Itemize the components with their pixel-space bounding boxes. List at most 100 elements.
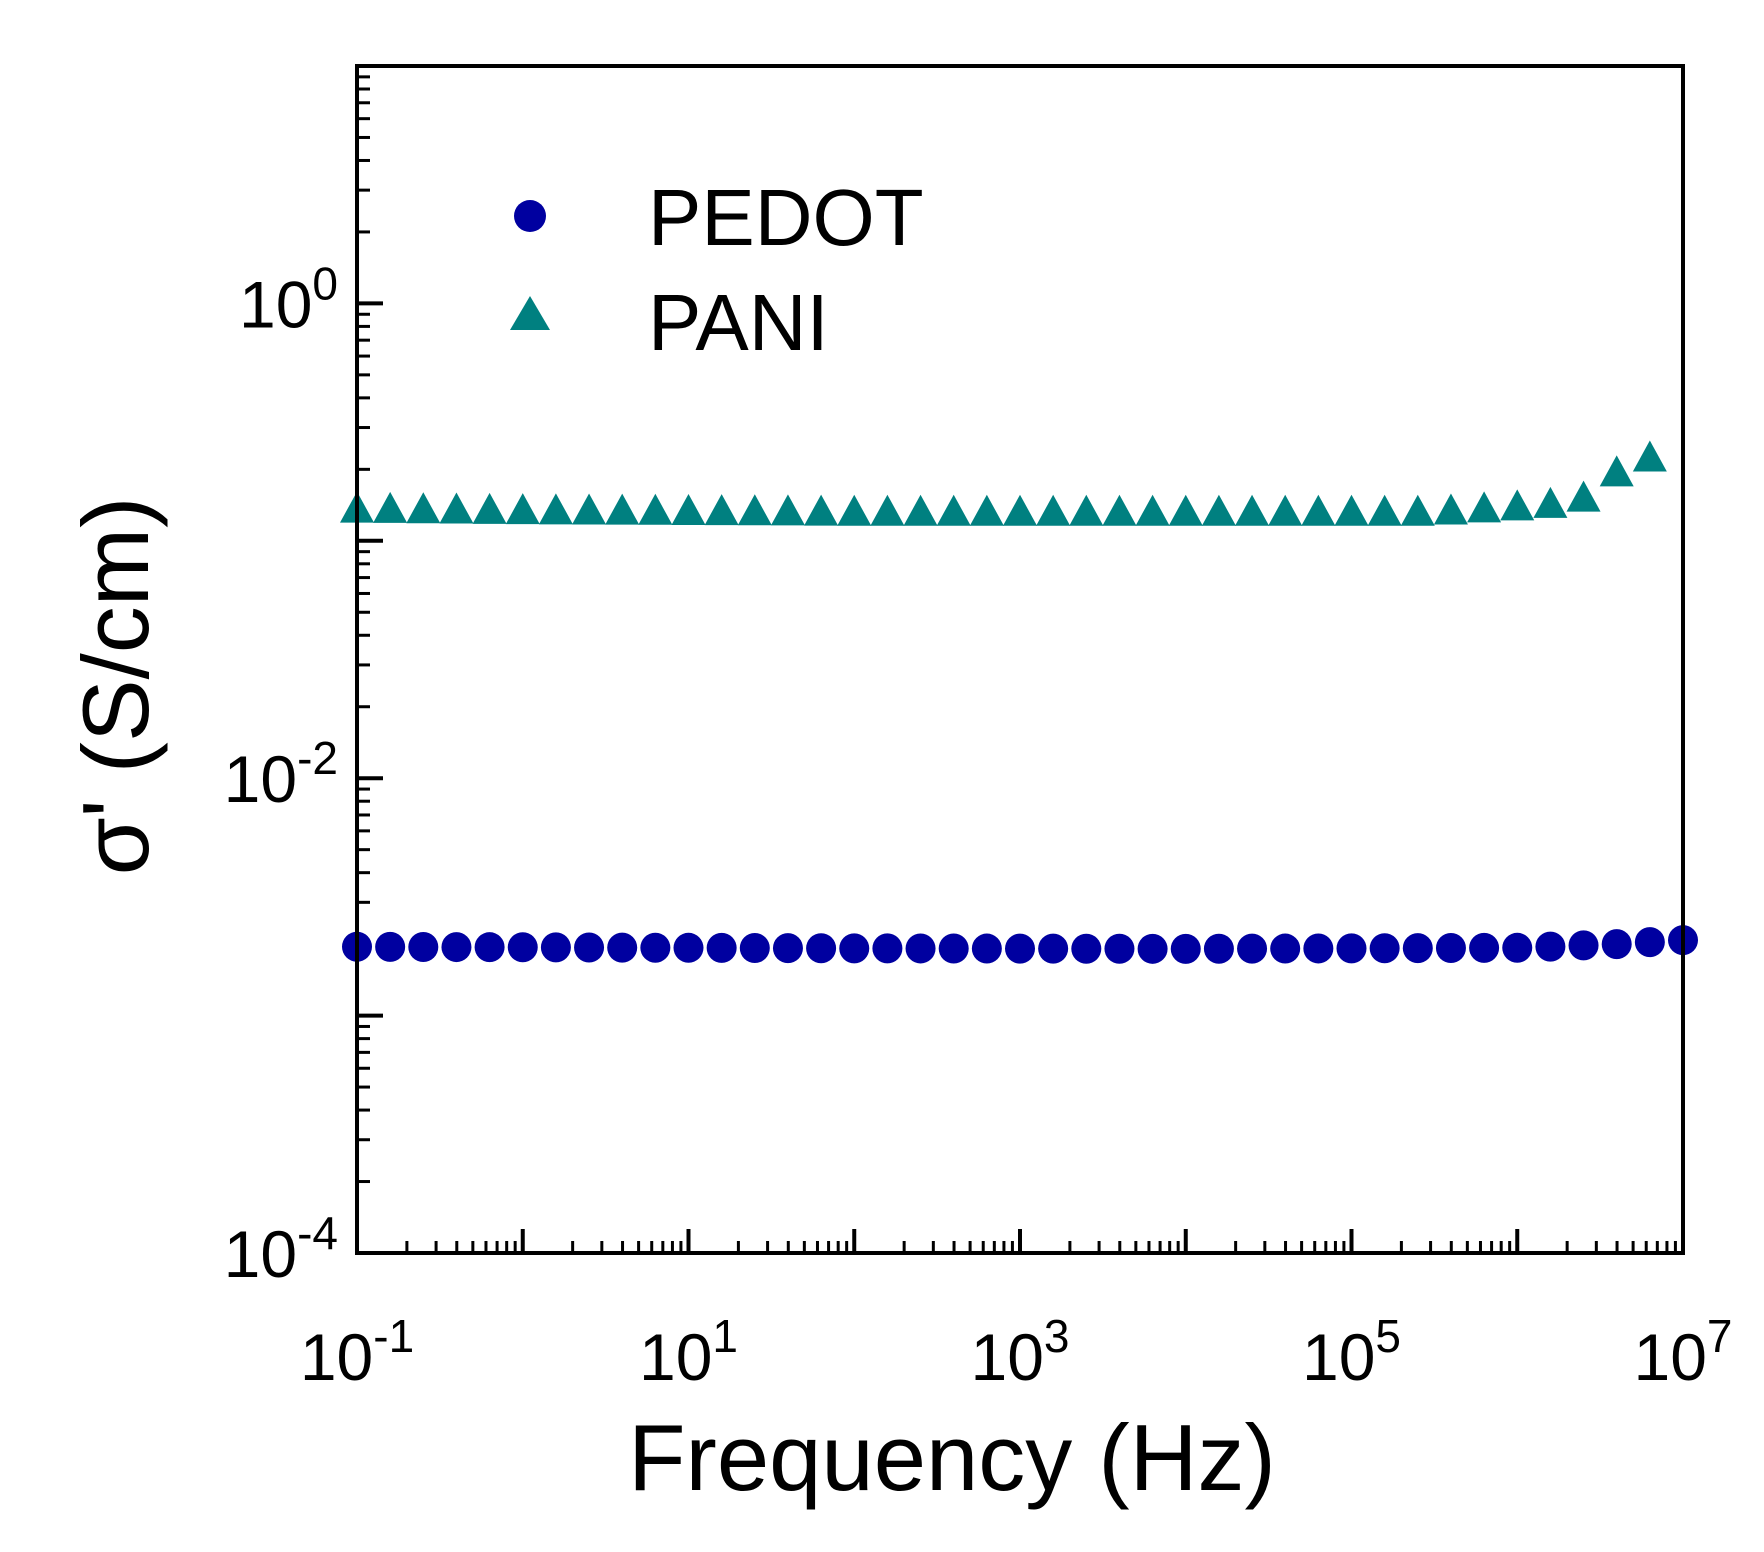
- y-tick-label: 10-2: [224, 732, 338, 816]
- data-point: [408, 931, 439, 962]
- data-point: [1467, 491, 1502, 523]
- data-point: [1268, 494, 1303, 526]
- series-pedot: [342, 925, 1698, 964]
- data-point: [806, 933, 837, 964]
- data-point: [538, 493, 573, 525]
- data-point: [706, 932, 737, 963]
- data-point: [1005, 933, 1035, 964]
- data-point: [1566, 480, 1601, 512]
- data-point: [1003, 494, 1037, 526]
- data-point: [1270, 933, 1301, 964]
- data-point: [1235, 494, 1270, 526]
- data-point: [936, 494, 971, 526]
- x-tick-label: 10-1: [300, 1310, 414, 1394]
- data-point: [1237, 933, 1268, 964]
- data-point: [1071, 933, 1102, 964]
- data-point: [739, 933, 770, 964]
- data-point: [1500, 489, 1535, 521]
- data-point: [837, 494, 872, 526]
- data-point: [872, 933, 903, 964]
- data-point: [1402, 933, 1433, 964]
- data-point: [804, 494, 839, 526]
- data-point: [1367, 494, 1402, 526]
- series-pani: [340, 440, 1667, 526]
- data-point: [671, 493, 706, 525]
- data-point: [1568, 930, 1599, 961]
- data-point: [772, 933, 803, 964]
- data-point: [1104, 933, 1135, 964]
- data-point: [605, 493, 640, 525]
- data-point: [1203, 933, 1234, 964]
- data-point: [903, 494, 938, 526]
- tick-labels: 10-1 101 103 105 107 10-4 10-2 100: [224, 257, 1733, 1394]
- data-point: [938, 933, 969, 964]
- data-point: [375, 931, 406, 962]
- major-ticks: [355, 64, 1685, 1255]
- y-axis-title: σ' (S/cm): [63, 497, 168, 876]
- data-point: [1400, 494, 1435, 526]
- data-point: [638, 493, 673, 525]
- data-point: [1102, 494, 1137, 526]
- legend-item-pani: PANI: [510, 278, 829, 367]
- data-point: [1170, 933, 1201, 964]
- data-point: [1069, 494, 1104, 526]
- data-series: [340, 440, 1698, 964]
- data-point: [1369, 933, 1400, 964]
- data-point: [540, 932, 571, 963]
- data-point: [1533, 486, 1568, 518]
- y-tick-label: 100: [239, 257, 338, 341]
- data-point: [1634, 927, 1665, 958]
- data-point: [1303, 933, 1334, 964]
- data-point: [737, 494, 772, 526]
- data-point: [607, 932, 638, 963]
- data-point: [1336, 933, 1367, 964]
- data-point: [1435, 933, 1466, 964]
- data-point: [574, 932, 605, 963]
- data-point: [704, 494, 739, 526]
- data-point: [1334, 494, 1369, 526]
- legend-marker-pani: [510, 296, 550, 330]
- data-point: [505, 493, 540, 525]
- data-point: [507, 932, 538, 963]
- data-point: [1201, 494, 1236, 526]
- data-point: [1038, 933, 1069, 964]
- data-point: [1502, 932, 1533, 963]
- data-point: [1137, 933, 1168, 964]
- legend-marker-pedot: [514, 200, 546, 232]
- data-point: [971, 933, 1002, 964]
- x-tick-label: 107: [1633, 1310, 1732, 1394]
- data-point: [770, 494, 805, 526]
- x-tick-label: 105: [1302, 1310, 1401, 1394]
- data-point: [905, 933, 936, 964]
- data-point: [1036, 494, 1071, 526]
- plot-frame: [355, 64, 1685, 1255]
- data-point: [1632, 440, 1667, 472]
- data-point: [640, 932, 671, 963]
- data-point: [1469, 932, 1500, 963]
- data-point: [1168, 494, 1203, 526]
- x-tick-label: 103: [970, 1310, 1069, 1394]
- data-point: [1601, 929, 1632, 960]
- x-tick-label: 101: [639, 1310, 738, 1394]
- y-tick-label: 10-4: [224, 1207, 338, 1291]
- data-point: [373, 491, 408, 523]
- data-point: [441, 932, 472, 963]
- data-point: [439, 492, 474, 524]
- legend-item-pedot: PEDOT: [514, 173, 924, 262]
- data-point: [1535, 931, 1566, 962]
- x-axis-title: Frequency (Hz): [628, 1405, 1276, 1510]
- data-point: [969, 494, 1004, 526]
- legend-label-pani: PANI: [648, 278, 829, 367]
- data-point: [474, 932, 505, 963]
- legend-label-pedot: PEDOT: [648, 173, 924, 262]
- data-point: [1301, 494, 1336, 526]
- data-point: [1433, 493, 1468, 525]
- data-point: [870, 494, 905, 526]
- legend: PEDOT PANI: [510, 173, 924, 367]
- data-point: [406, 492, 441, 524]
- data-point: [1135, 494, 1170, 526]
- data-point: [839, 933, 870, 964]
- data-point: [472, 492, 507, 524]
- data-point: [572, 493, 607, 525]
